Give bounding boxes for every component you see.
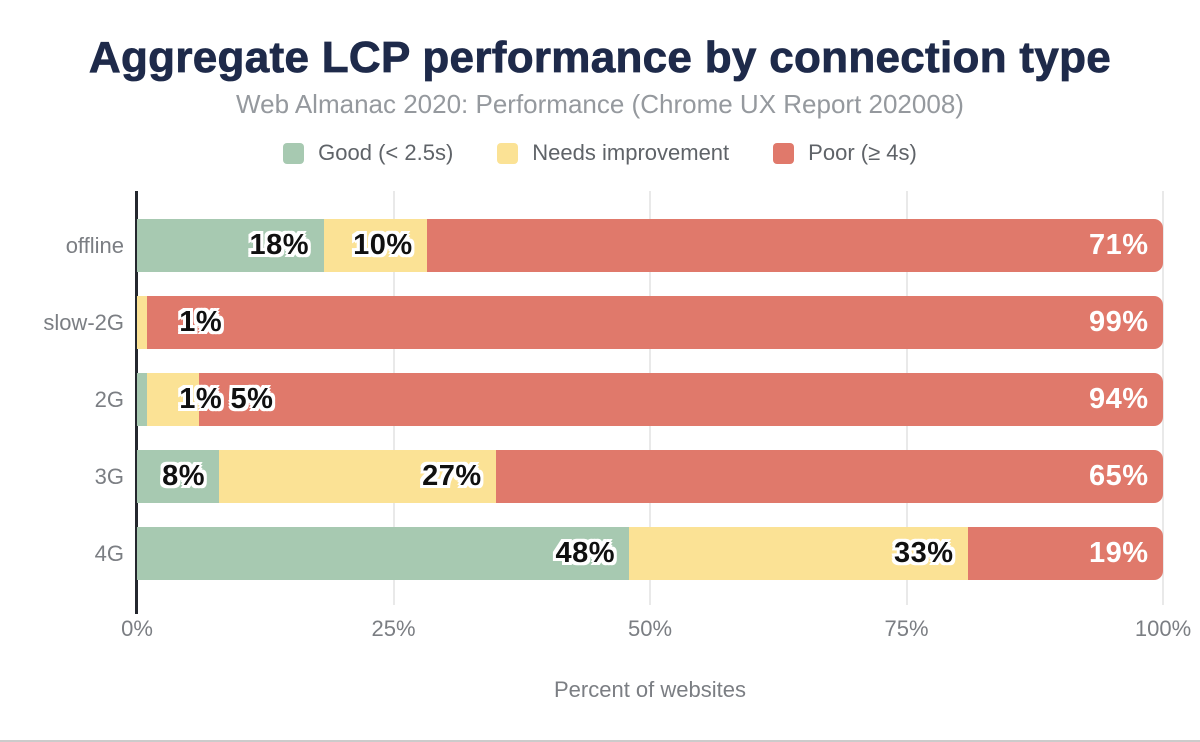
x-axis-title: Percent of websites xyxy=(554,677,746,702)
legend-swatch-icon xyxy=(773,142,795,164)
category-label: 4G xyxy=(94,540,124,566)
value-label-offline-needs-improvement: 10% xyxy=(353,228,413,261)
segment-needs-improvement xyxy=(219,450,497,503)
value-label-4g-poor-4s: 19% xyxy=(1089,536,1149,569)
category-label: offline xyxy=(65,232,124,258)
x-tick-25: 25% xyxy=(371,616,416,641)
x-axis-ticks: 0% 25% 50% 75% 100% xyxy=(121,616,1191,642)
value-label-slow-2g-poor-4s: 99% xyxy=(1089,305,1149,338)
value-label-4g-needs-improvement: 33% xyxy=(894,536,954,569)
legend-item-good-2-5s: Good (< 2.5s) xyxy=(283,140,453,166)
value-label-2g-good-2-5s: 1% xyxy=(179,382,223,415)
value-label-slow-2g-needs-improvement: 1% xyxy=(179,305,223,338)
legend-label: Poor (≥ 4s) xyxy=(808,140,917,165)
segment-needs-improvement xyxy=(629,527,969,580)
legend-item-poor-4s: Poor (≥ 4s) xyxy=(773,140,917,166)
segment-poor-4s xyxy=(198,373,1163,426)
segment-good-2-5s xyxy=(137,373,148,426)
legend: Good (< 2.5s) Needs improvement Poor (≥ 4s… xyxy=(0,140,1200,166)
category-label: slow-2G xyxy=(43,309,124,335)
segment-good-2-5s xyxy=(137,219,324,272)
x-tick-50: 50% xyxy=(627,616,673,641)
value-label-4g-good-2-5s: 48% xyxy=(555,536,616,569)
x-tick-0: 0% xyxy=(121,616,153,641)
legend-item-needs-improvement: Needs improvement xyxy=(497,140,729,166)
stacked-bar xyxy=(137,219,1163,272)
bar-row-slow-2g: slow-2G 1% 99% xyxy=(43,296,1163,349)
bar-row-4g: 4G 48% 33% 19% xyxy=(95,527,1163,580)
value-label-2g-needs-improvement: 5% xyxy=(230,382,274,415)
segment-poor-4s xyxy=(147,296,1163,349)
chart-subtitle: Web Almanac 2020: Performance (Chrome UX… xyxy=(236,89,964,119)
value-label-offline-poor-4s: 71% xyxy=(1089,228,1149,261)
value-label-offline-good-2-5s: 18% xyxy=(249,228,310,261)
bar-row-2g: 2G 1% 5% 94% xyxy=(95,373,1163,426)
segment-needs-improvement xyxy=(323,219,428,272)
stacked-bar xyxy=(137,527,1163,580)
value-label-2g-poor-4s: 94% xyxy=(1089,382,1149,415)
segment-good-2-5s xyxy=(137,450,220,503)
x-tick-75: 75% xyxy=(884,616,929,641)
x-tick-100: 100% xyxy=(1134,616,1192,641)
bar-rows: offline 18% 10% 71% slow-2G 1% 99% 2G 1% 5% 94% 3G 8… xyxy=(43,191,1163,605)
segment-poor-4s xyxy=(427,219,1163,272)
x-axis-zero-tick xyxy=(135,605,138,614)
segment-poor-4s xyxy=(968,527,1163,580)
segment-poor-4s xyxy=(496,450,1163,503)
category-label: 2G xyxy=(94,386,124,412)
gridline-100 xyxy=(1162,191,1164,605)
stacked-bar xyxy=(137,450,1163,503)
y-axis-line xyxy=(135,191,138,614)
legend-label: Good (< 2.5s) xyxy=(318,140,454,165)
segment-good-2-5s xyxy=(137,527,630,580)
segment-needs-improvement xyxy=(147,373,199,426)
legend-swatch-icon xyxy=(283,142,305,164)
chart-title: Aggregate LCP performance by connection … xyxy=(88,33,1112,83)
plot-area: offline 18% 10% 71% slow-2G 1% 99% 2G 1% 5% 94% 3G 8… xyxy=(43,191,1164,614)
value-label-3g-needs-improvement: 27% xyxy=(422,459,482,492)
legend-label: Needs improvement xyxy=(532,140,730,165)
segment-needs-improvement xyxy=(137,296,148,349)
stacked-bar xyxy=(137,296,1163,349)
bar-row-offline: offline 18% 10% 71% xyxy=(66,219,1163,272)
value-label-3g-poor-4s: 65% xyxy=(1089,459,1149,492)
legend-swatch-icon xyxy=(497,142,519,164)
bar-row-3g: 3G 8% 27% 65% xyxy=(95,450,1163,503)
value-label-3g-good-2-5s: 8% xyxy=(162,459,205,492)
category-label: 3G xyxy=(94,463,124,489)
stacked-bar xyxy=(137,373,1163,426)
